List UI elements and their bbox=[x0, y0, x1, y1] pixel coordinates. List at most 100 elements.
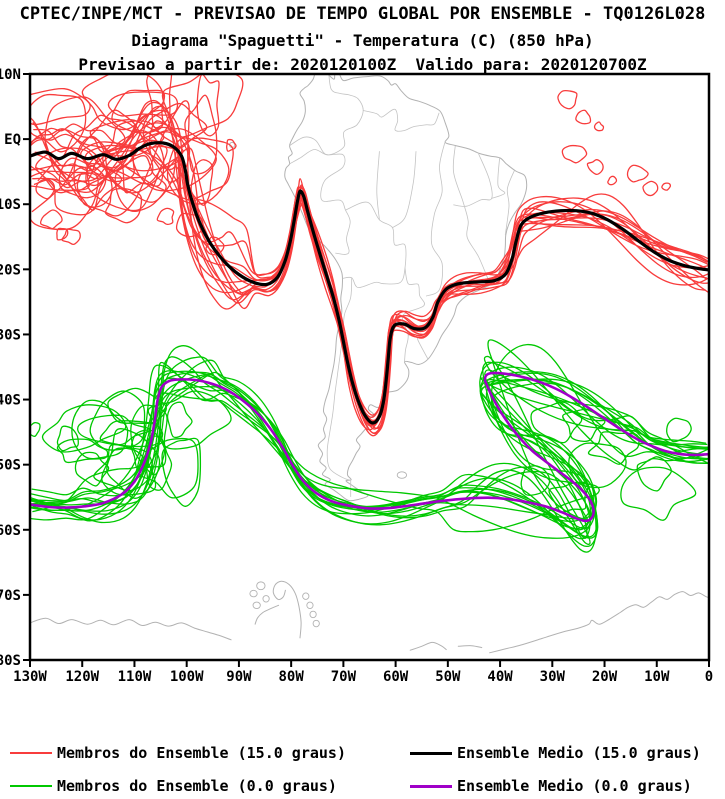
island-outline bbox=[256, 581, 266, 591]
map-frame bbox=[28, 72, 711, 662]
lat-tick-label: 30S bbox=[0, 327, 21, 343]
legend-item-members-0c: Membros do Ensemble (0.0 graus) bbox=[0, 777, 410, 795]
country-state-border bbox=[289, 149, 351, 255]
country-state-border bbox=[504, 170, 515, 236]
ensemble-member-0c-loop bbox=[620, 466, 697, 521]
legend-label-mean-0c: Ensemble Medio (0.0 graus) bbox=[457, 777, 692, 795]
lon-tick-label: 70W bbox=[331, 669, 357, 685]
island-outline bbox=[252, 601, 261, 610]
ensemble-member-0c-loop bbox=[99, 419, 164, 448]
lon-tick-label: 40W bbox=[487, 669, 513, 685]
ensemble-member-0c-line bbox=[30, 356, 708, 548]
lat-tick-label: 50S bbox=[0, 458, 21, 474]
ensemble-member-15c-loop bbox=[184, 94, 218, 175]
country-state-border bbox=[491, 157, 506, 199]
lon-tick-label: 30W bbox=[540, 669, 566, 685]
lon-tick-label: 130W bbox=[13, 669, 47, 685]
ensemble-member-15c-loop bbox=[156, 207, 175, 226]
ensemble-member-15c-loop bbox=[104, 187, 143, 224]
island-outline bbox=[262, 595, 270, 603]
ensemble-member-15c-loop bbox=[39, 209, 63, 230]
ensemble-member-15c-loop bbox=[107, 91, 179, 117]
legend-row-15c: Membros do Ensemble (15.0 graus) Ensembl… bbox=[0, 740, 725, 766]
ensemble-member-15c-loop bbox=[205, 236, 225, 256]
legend: Membros do Ensemble (15.0 graus) Ensembl… bbox=[0, 733, 725, 799]
ensemble-member-0c-loop bbox=[93, 443, 154, 492]
legend-label-mean-15c: Ensemble Medio (15.0 graus) bbox=[457, 744, 701, 762]
map-plot-area bbox=[30, 74, 709, 654]
ensemble-member-0c-loop bbox=[568, 442, 627, 489]
country-state-border bbox=[452, 145, 491, 285]
ensemble-member-15c-loop bbox=[61, 228, 81, 246]
ensemble-member-0c-loop bbox=[636, 456, 672, 492]
ensemble-member-0c-line bbox=[30, 343, 709, 539]
ensemble-member-15c-loop bbox=[30, 164, 90, 191]
legend-swatch-members-0c-icon bbox=[10, 785, 52, 787]
lon-tick-label: 100W bbox=[170, 669, 204, 685]
lat-tick-label: 60S bbox=[0, 523, 21, 539]
ensemble-member-0c-loop bbox=[548, 481, 590, 513]
ensemble-member-0c-loop bbox=[161, 437, 202, 507]
ensemble-member-0c-loop bbox=[666, 417, 692, 443]
legend-swatch-mean-0c-icon bbox=[410, 784, 452, 788]
ensemble-member-15c-loop bbox=[561, 144, 588, 164]
ensemble-member-15c-loop bbox=[161, 74, 244, 138]
ensemble-member-0c-loop bbox=[77, 414, 152, 446]
country-state-border bbox=[376, 151, 380, 221]
ensemble-member-15c-loop bbox=[661, 182, 672, 191]
ensemble-member-15c-loop bbox=[642, 180, 659, 197]
ensemble-member-0c-line bbox=[31, 339, 709, 526]
lon-tick-label: 120W bbox=[65, 669, 99, 685]
ensemble-member-15c-loop bbox=[190, 159, 214, 206]
ensemble-mean-0c-line bbox=[30, 371, 709, 523]
ensemble-member-15c-line bbox=[30, 105, 707, 427]
lon-tick-label: 0 bbox=[705, 669, 713, 685]
legend-row-0c: Membros do Ensemble (0.0 graus) Ensemble… bbox=[0, 773, 725, 799]
country-state-border bbox=[407, 334, 429, 360]
lat-tick-label: 20S bbox=[0, 262, 21, 278]
island-outline bbox=[302, 592, 310, 600]
island-outline bbox=[306, 601, 314, 610]
legend-label-members-15c: Membros do Ensemble (15.0 graus) bbox=[57, 744, 346, 762]
antarctica-coastline bbox=[272, 580, 302, 639]
lon-tick-label: 110W bbox=[118, 669, 152, 685]
lon-tick-label: 60W bbox=[383, 669, 409, 685]
ensemble-member-15c-loop bbox=[174, 137, 234, 200]
ensemble-member-15c-loop bbox=[115, 129, 165, 194]
ensemble-member-0c-line bbox=[30, 371, 708, 530]
ensemble-member-0c-loop bbox=[56, 425, 80, 452]
south-america-coastline bbox=[284, 74, 528, 502]
lon-tick-label: 10W bbox=[644, 669, 670, 685]
island-outline bbox=[396, 471, 408, 479]
lat-tick-label: EQ bbox=[4, 132, 21, 148]
ensemble-member-15c-loop bbox=[626, 164, 649, 183]
ensemble-member-0c-loop bbox=[166, 401, 193, 439]
ensemble-member-15c-loop bbox=[56, 227, 69, 241]
ensemble-member-15c-loop bbox=[226, 138, 237, 152]
lon-tick-label: 20W bbox=[592, 669, 618, 685]
ensemble-member-15c-loop bbox=[607, 175, 618, 186]
island-outline bbox=[312, 619, 320, 628]
legend-swatch-mean-15c-icon bbox=[410, 751, 452, 755]
country-state-border bbox=[426, 142, 446, 297]
country-state-border bbox=[342, 201, 407, 289]
ensemble-member-15c-line bbox=[34, 126, 708, 427]
ensemble-member-15c-loop bbox=[146, 74, 173, 129]
antarctica-coastline bbox=[489, 591, 709, 654]
lat-tick-label: 10S bbox=[0, 197, 21, 213]
ensemble-member-15c-loop bbox=[575, 109, 592, 125]
country-state-border bbox=[362, 108, 440, 132]
island-outline bbox=[309, 610, 317, 619]
ensemble-member-0c-loop bbox=[41, 404, 127, 453]
ensemble-member-0c-loop bbox=[30, 422, 41, 437]
ensemble-member-15c-line bbox=[32, 122, 707, 431]
country-state-border bbox=[401, 267, 425, 363]
ensemble-member-15c-loop bbox=[35, 178, 56, 200]
ensemble-member-0c-loop bbox=[130, 429, 167, 470]
ensemble-member-15c-line bbox=[33, 109, 708, 423]
lon-tick-label: 50W bbox=[435, 669, 461, 685]
ensemble-member-15c-line bbox=[30, 100, 709, 435]
lon-tick-label: 80W bbox=[279, 669, 305, 685]
antarctica-coastline bbox=[457, 645, 483, 649]
